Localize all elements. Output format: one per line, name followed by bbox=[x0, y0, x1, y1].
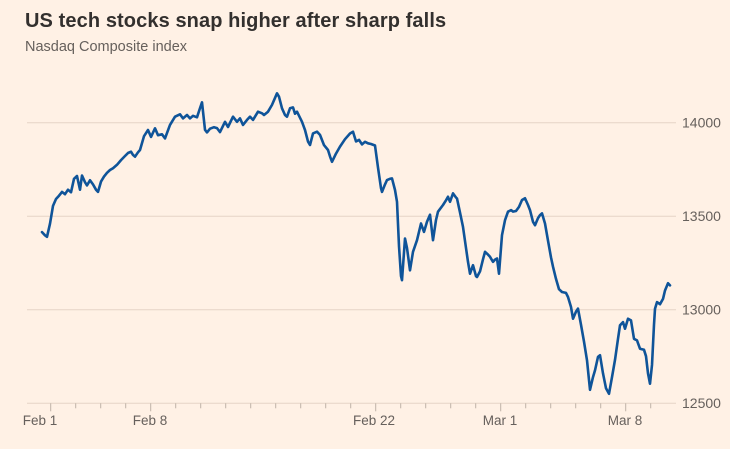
chart-title: US tech stocks snap higher after sharp f… bbox=[25, 10, 447, 32]
x-axis-label: Feb 22 bbox=[353, 413, 395, 428]
y-axis-label: 13000 bbox=[682, 302, 721, 318]
price-line bbox=[40, 92, 672, 396]
chart-subtitle: Nasdaq Composite index bbox=[25, 39, 188, 55]
x-axis-label: Mar 1 bbox=[483, 413, 518, 428]
y-axis-label: 12500 bbox=[682, 395, 721, 411]
x-axis-label: Mar 8 bbox=[608, 413, 643, 428]
x-axis-label: Feb 1 bbox=[23, 413, 58, 428]
y-axis-label: 13500 bbox=[682, 208, 721, 224]
y-axis-label: 14000 bbox=[682, 115, 721, 131]
x-axis-label: Feb 8 bbox=[133, 413, 168, 428]
